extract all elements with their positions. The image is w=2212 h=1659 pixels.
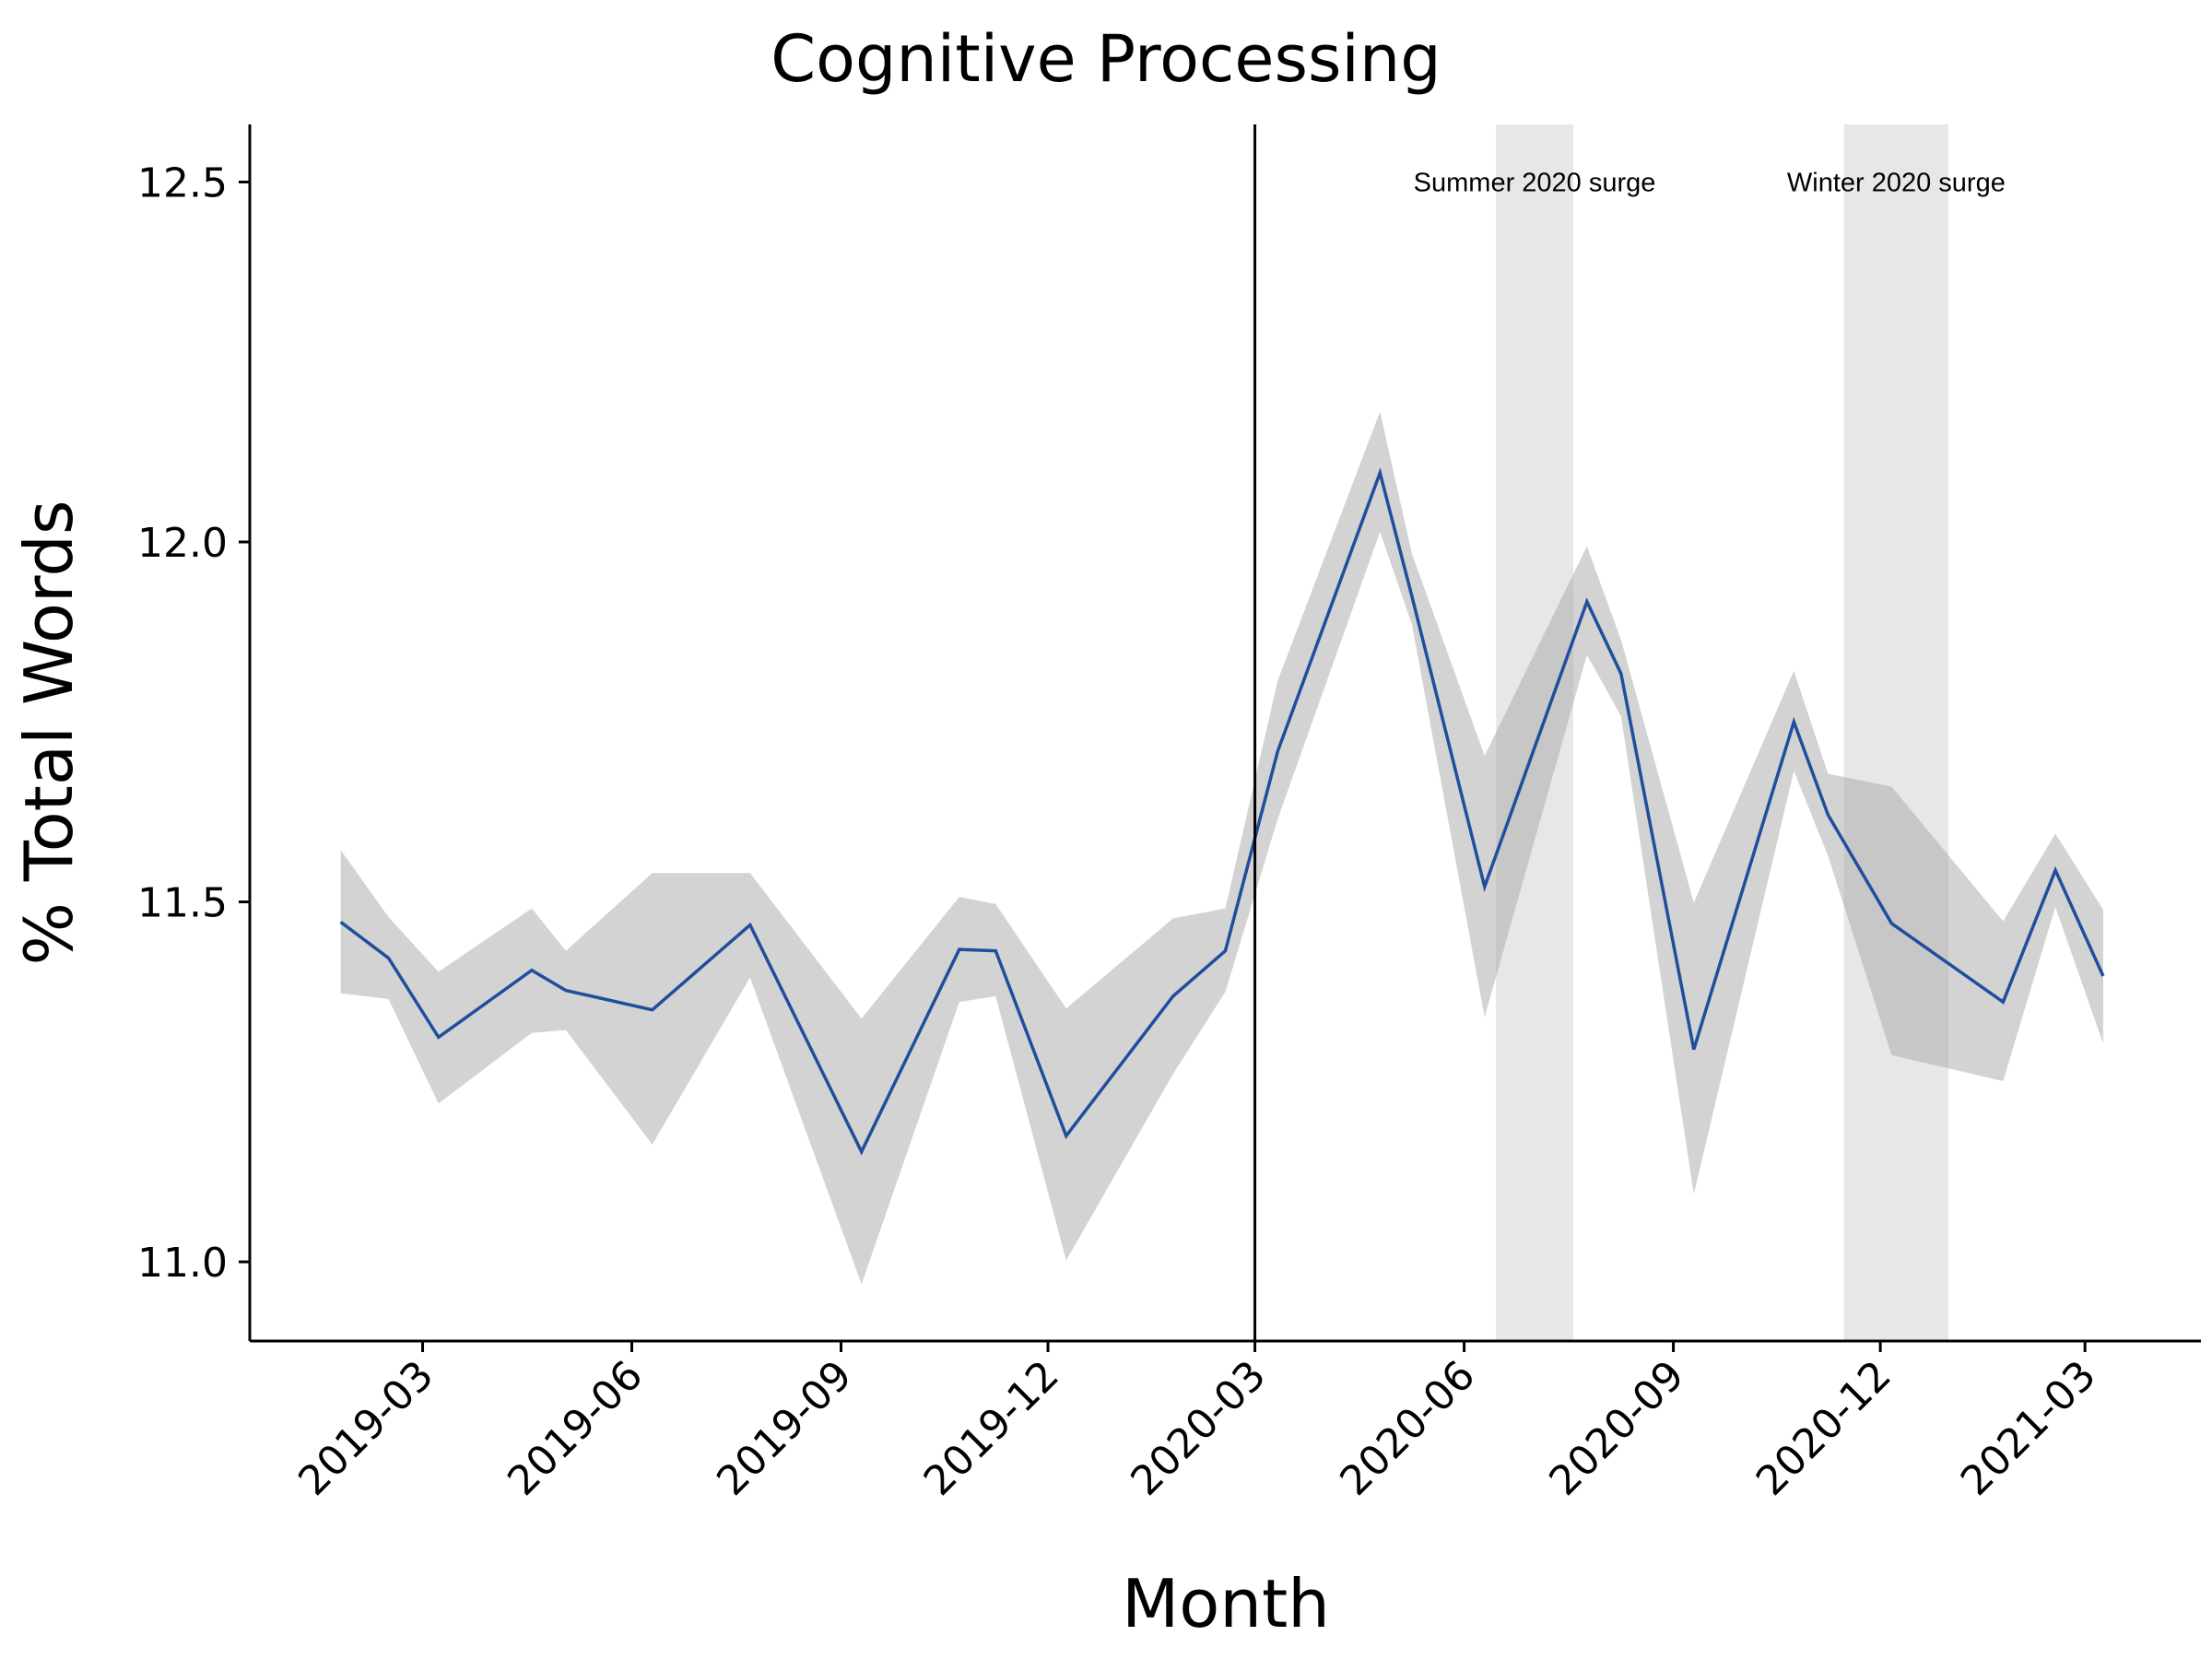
series-line bbox=[339, 467, 2105, 1156]
x-tick-label: 2019-06 bbox=[499, 1352, 652, 1505]
span-annotation-1: Summer 2020 surge bbox=[1414, 168, 1656, 197]
x-tick-label: 2019-09 bbox=[708, 1352, 861, 1505]
x-tick-label: 2020-06 bbox=[1331, 1352, 1484, 1505]
annotations: Summer 2020 surge Winter 2020 surge bbox=[1414, 168, 2006, 197]
confidence-band bbox=[340, 411, 2103, 1285]
chart-title: Cognitive Processing bbox=[771, 21, 1441, 97]
y-tick-label: 12.0 bbox=[137, 520, 228, 567]
x-tick-label: 2019-12 bbox=[915, 1352, 1068, 1505]
x-tick-label: 2019-03 bbox=[289, 1352, 442, 1505]
axes bbox=[248, 124, 2201, 1343]
span-annotation-2: Winter 2020 surge bbox=[1787, 168, 2006, 197]
x-tick-label: 2021-03 bbox=[1952, 1352, 2105, 1505]
x-tick-label: 2020-03 bbox=[1122, 1352, 1275, 1505]
series-line-group bbox=[339, 467, 2105, 1156]
x-axis-label: Month bbox=[1122, 1565, 1330, 1642]
y-tick-label: 11.5 bbox=[137, 880, 228, 927]
x-tick-label: 2020-09 bbox=[1540, 1352, 1693, 1505]
y-axis-label: % Total Words bbox=[10, 500, 88, 966]
shaded-span-2 bbox=[1843, 124, 1949, 1341]
confidence-band-group bbox=[340, 411, 2103, 1285]
y-tick-label: 12.5 bbox=[137, 159, 228, 206]
ticks: 11.0 11.5 12.0 12.5 2019-03 2019-06 2019-09 201… bbox=[137, 159, 2105, 1504]
y-tick-label: 11.0 bbox=[137, 1240, 228, 1287]
x-tick-label: 2020-12 bbox=[1747, 1352, 1900, 1505]
